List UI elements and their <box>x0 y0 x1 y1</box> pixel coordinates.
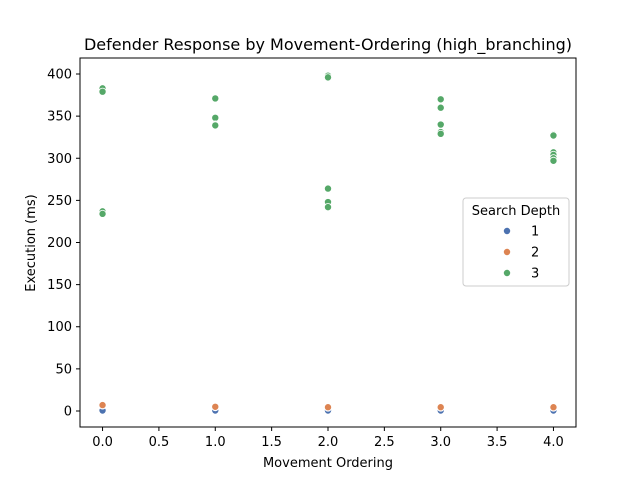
legend-marker-depth-1 <box>502 226 511 235</box>
x-tick-label: 0.5 <box>149 435 170 450</box>
data-point-depth-3 <box>323 184 332 193</box>
y-tick-label: 150 <box>47 278 72 293</box>
data-point-depth-3 <box>436 103 445 112</box>
legend-label-depth-2: 2 <box>531 246 539 261</box>
data-point-depth-3 <box>549 156 558 165</box>
legend-marker-depth-3 <box>502 268 511 277</box>
chart-title: Defender Response by Movement-Ordering (… <box>84 35 572 55</box>
x-tick-label: 1.5 <box>261 435 282 450</box>
x-tick-label: 2.5 <box>374 435 395 450</box>
x-axis: 0.0 0.5 1.0 1.5 2.0 2.5 3.0 3.5 4.0 <box>92 427 564 450</box>
data-point-depth-3 <box>323 73 332 82</box>
legend-label-depth-1: 1 <box>531 225 539 240</box>
legend-box <box>462 197 570 287</box>
legend: Search Depth 1 2 3 <box>462 197 570 287</box>
x-tick-label: 3.5 <box>487 435 508 450</box>
y-tick-label: 350 <box>47 110 72 125</box>
data-point-depth-2 <box>436 403 445 412</box>
data-point-depth-3 <box>323 203 332 212</box>
y-tick-label: 400 <box>47 68 72 83</box>
x-axis-label: Movement Ordering <box>263 456 393 471</box>
data-point-depth-3 <box>98 87 107 96</box>
data-point-depth-2 <box>323 403 332 412</box>
x-tick-label: 0.0 <box>92 435 113 450</box>
data-point-depth-2 <box>549 403 558 412</box>
data-point-depth-3 <box>211 121 220 130</box>
x-tick-label: 1.0 <box>205 435 226 450</box>
legend-label-depth-3: 3 <box>531 267 539 282</box>
data-point-depth-3 <box>98 209 107 218</box>
x-tick-label: 2.0 <box>318 435 339 450</box>
data-point-depth-3 <box>436 120 445 129</box>
y-tick-label: 300 <box>47 152 72 167</box>
data-point-depth-3 <box>436 95 445 104</box>
data-point-depth-3 <box>549 131 558 140</box>
y-tick-label: 250 <box>47 194 72 209</box>
data-point-depth-3 <box>211 113 220 122</box>
y-tick-label: 200 <box>47 236 72 251</box>
data-points <box>98 71 558 415</box>
y-tick-label: 0 <box>64 404 72 419</box>
data-point-depth-2 <box>98 401 107 410</box>
data-point-depth-2 <box>211 402 220 411</box>
legend-marker-depth-2 <box>502 247 511 256</box>
data-point-depth-3 <box>436 129 445 138</box>
x-tick-label: 4.0 <box>543 435 564 450</box>
y-axis-label: Execution (ms) <box>24 194 39 292</box>
x-tick-label: 3.0 <box>430 435 451 450</box>
y-tick-label: 50 <box>55 362 72 377</box>
data-point-depth-3 <box>211 94 220 103</box>
y-tick-label: 100 <box>47 320 72 335</box>
legend-title: Search Depth <box>472 204 560 219</box>
y-axis: 0 50 100 150 200 250 300 350 400 <box>47 68 80 419</box>
